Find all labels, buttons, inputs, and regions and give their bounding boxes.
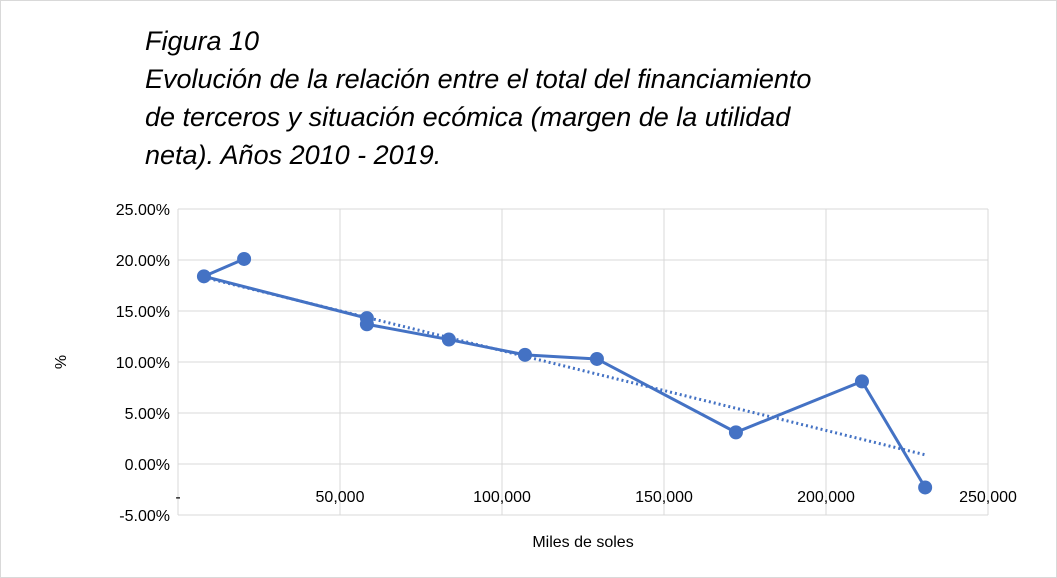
y-tick-label: 15.00% xyxy=(116,304,170,321)
data-point xyxy=(589,351,604,366)
y-tick-label: -5.00% xyxy=(119,508,170,525)
data-point xyxy=(441,332,456,347)
data-point xyxy=(359,317,374,332)
chart-title: neta). Años 2010 - 2019. xyxy=(145,140,441,170)
x-tick-label: 150,000 xyxy=(635,489,693,506)
x-axis-label: Miles de soles xyxy=(532,534,633,551)
y-tick-label: 25.00% xyxy=(116,202,170,219)
y-tick-label: 5.00% xyxy=(125,406,170,423)
data-point xyxy=(918,480,933,495)
x-tick-label: 100,000 xyxy=(473,489,531,506)
trend-line xyxy=(203,275,926,457)
x-tick-label: 50,000 xyxy=(316,489,365,506)
x-tick-label: - xyxy=(175,489,180,506)
data-point xyxy=(237,251,252,266)
data-point xyxy=(854,374,869,389)
y-tick-label: 0.00% xyxy=(125,457,170,474)
x-tick-label: 200,000 xyxy=(797,489,855,506)
chart-title: Evolución de la relación entre el total … xyxy=(145,64,811,94)
y-tick-label: 10.00% xyxy=(116,355,170,372)
data-point xyxy=(196,269,211,284)
y-axis-label: % xyxy=(53,355,70,369)
chart-title: de terceros y situación ecómica (margen … xyxy=(145,102,791,132)
figure-label: Figura 10 xyxy=(145,26,259,56)
data-point xyxy=(728,425,743,440)
x-tick-label: 250,000 xyxy=(959,489,1017,506)
y-tick-label: 20.00% xyxy=(116,253,170,270)
